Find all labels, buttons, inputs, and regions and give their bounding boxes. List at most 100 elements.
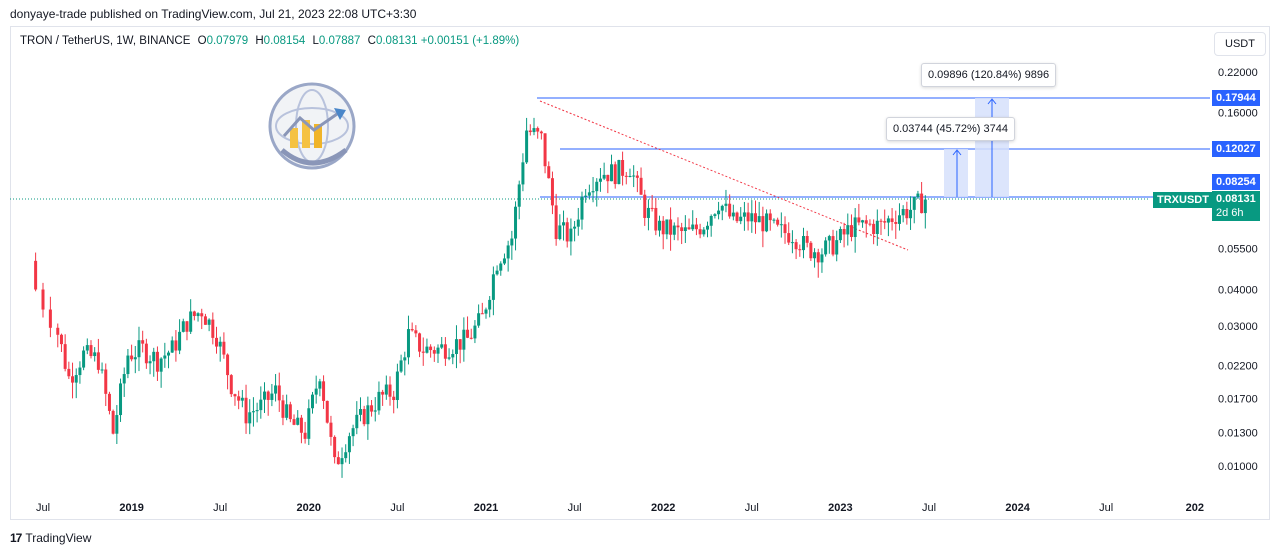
candle-body[interactable] — [886, 218, 890, 223]
candle-body[interactable] — [610, 164, 614, 182]
candle-body[interactable] — [897, 215, 901, 224]
candle-body[interactable] — [226, 354, 230, 376]
candle-body[interactable] — [454, 339, 458, 355]
candle-body[interactable] — [251, 411, 255, 413]
candle-body[interactable] — [126, 355, 130, 375]
candle-body[interactable] — [827, 236, 831, 241]
candle-body[interactable] — [207, 319, 211, 325]
candle-body[interactable] — [392, 396, 396, 401]
candle-body[interactable] — [222, 341, 226, 355]
candle-body[interactable] — [329, 422, 333, 437]
candle-body[interactable] — [654, 207, 658, 231]
candle-body[interactable] — [550, 178, 554, 206]
candle-body[interactable] — [34, 260, 38, 290]
candle-body[interactable] — [292, 419, 296, 425]
candle-body[interactable] — [750, 213, 754, 222]
candle-body[interactable] — [133, 357, 137, 360]
candle-body[interactable] — [451, 354, 455, 358]
candle-body[interactable] — [547, 166, 551, 179]
candle-body[interactable] — [761, 216, 765, 232]
candle-body[interactable] — [384, 384, 388, 395]
candle-body[interactable] — [473, 325, 477, 339]
candle-body[interactable] — [56, 327, 60, 335]
candle-body[interactable] — [395, 371, 399, 401]
candle-body[interactable] — [310, 394, 314, 409]
candle-body[interactable] — [462, 329, 466, 350]
candle-body[interactable] — [558, 225, 562, 240]
candle-body[interactable] — [635, 175, 639, 178]
candle-body[interactable] — [790, 242, 794, 244]
candle-body[interactable] — [868, 223, 872, 225]
candle-body[interactable] — [753, 213, 757, 223]
candle-body[interactable] — [192, 311, 196, 317]
candle-body[interactable] — [528, 130, 532, 133]
candle-body[interactable] — [314, 388, 318, 395]
candle-body[interactable] — [731, 212, 735, 217]
candle-body[interactable] — [923, 199, 927, 214]
candle-body[interactable] — [137, 340, 141, 358]
candle-body[interactable] — [890, 218, 894, 223]
candle-body[interactable] — [93, 352, 97, 357]
candle-body[interactable] — [798, 249, 802, 251]
candle-body[interactable] — [576, 219, 580, 227]
candle-body[interactable] — [89, 345, 93, 357]
candle-body[interactable] — [658, 220, 662, 231]
candle-body[interactable] — [905, 208, 909, 219]
candle-body[interactable] — [724, 203, 728, 206]
candle-body[interactable] — [406, 329, 410, 358]
candle-body[interactable] — [739, 216, 743, 222]
candle-body[interactable] — [757, 216, 761, 223]
candle-body[interactable] — [119, 383, 123, 416]
candle-body[interactable] — [370, 405, 374, 412]
candle-body[interactable] — [318, 381, 322, 389]
candle-body[interactable] — [211, 319, 215, 338]
candle-body[interactable] — [362, 409, 366, 425]
candle-body[interactable] — [491, 274, 495, 300]
candle-body[interactable] — [506, 245, 510, 259]
candle-body[interactable] — [872, 223, 876, 234]
candle-body[interactable] — [336, 457, 340, 465]
candle-body[interactable] — [418, 333, 422, 352]
candle-body[interactable] — [768, 213, 772, 221]
candle-body[interactable] — [624, 175, 628, 177]
candle-body[interactable] — [562, 222, 566, 226]
candle-body[interactable] — [469, 337, 473, 339]
candle-body[interactable] — [735, 212, 739, 222]
candle-body[interactable] — [100, 369, 104, 371]
candle-body[interactable] — [765, 213, 769, 232]
candle-body[interactable] — [351, 428, 355, 437]
candle-body[interactable] — [263, 391, 266, 400]
candle-body[interactable] — [167, 352, 171, 356]
candle-body[interactable] — [440, 344, 444, 348]
symbol-name[interactable]: TRON / TetherUS, 1W, BINANCE — [20, 35, 191, 47]
candle-body[interactable] — [373, 410, 377, 412]
candle-body[interactable] — [59, 334, 63, 345]
candle-body[interactable] — [676, 225, 680, 228]
candle-body[interactable] — [842, 229, 846, 235]
candle-body[interactable] — [824, 240, 828, 255]
candle-body[interactable] — [200, 313, 204, 317]
candle-body[interactable] — [846, 225, 850, 235]
candle-body[interactable] — [665, 219, 669, 235]
candle-body[interactable] — [159, 358, 163, 372]
candle-body[interactable] — [244, 397, 248, 424]
candle-body[interactable] — [650, 207, 654, 209]
candle-body[interactable] — [148, 361, 152, 364]
candle-body[interactable] — [536, 128, 540, 132]
candle-body[interactable] — [680, 227, 684, 232]
candle-body[interactable] — [303, 432, 307, 439]
candle-body[interactable] — [288, 404, 292, 420]
candle-body[interactable] — [443, 344, 447, 359]
candle-body[interactable] — [248, 412, 252, 424]
candle-body[interactable] — [67, 368, 71, 377]
candle-body[interactable] — [639, 177, 643, 195]
candle-body[interactable] — [215, 337, 219, 347]
candle-body[interactable] — [229, 375, 233, 395]
candle-body[interactable] — [499, 263, 503, 271]
candle-body[interactable] — [783, 224, 787, 234]
candle-body[interactable] — [502, 258, 506, 264]
candle-body[interactable] — [573, 226, 577, 229]
candle-body[interactable] — [495, 270, 499, 275]
candle-body[interactable] — [816, 252, 820, 263]
candle-body[interactable] — [702, 229, 706, 235]
